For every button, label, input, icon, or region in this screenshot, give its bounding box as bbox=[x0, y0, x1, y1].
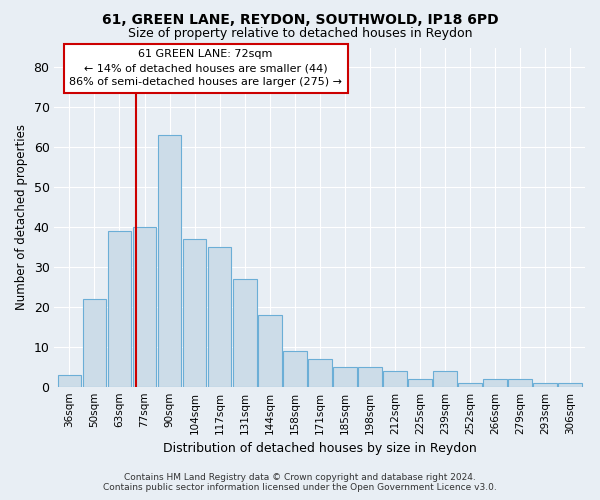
Text: 61 GREEN LANE: 72sqm
← 14% of detached houses are smaller (44)
86% of semi-detac: 61 GREEN LANE: 72sqm ← 14% of detached h… bbox=[69, 49, 342, 87]
Text: 61, GREEN LANE, REYDON, SOUTHWOLD, IP18 6PD: 61, GREEN LANE, REYDON, SOUTHWOLD, IP18 … bbox=[101, 12, 499, 26]
Bar bbox=[182, 239, 206, 386]
Bar bbox=[258, 315, 281, 386]
Y-axis label: Number of detached properties: Number of detached properties bbox=[15, 124, 28, 310]
Text: Contains HM Land Registry data © Crown copyright and database right 2024.
Contai: Contains HM Land Registry data © Crown c… bbox=[103, 473, 497, 492]
Bar bbox=[358, 366, 382, 386]
Bar bbox=[107, 231, 131, 386]
Bar bbox=[283, 351, 307, 386]
Text: Size of property relative to detached houses in Reydon: Size of property relative to detached ho… bbox=[128, 28, 472, 40]
Bar bbox=[458, 382, 482, 386]
Bar bbox=[333, 366, 356, 386]
Bar bbox=[233, 279, 257, 386]
Bar bbox=[208, 247, 232, 386]
Bar bbox=[483, 378, 507, 386]
X-axis label: Distribution of detached houses by size in Reydon: Distribution of detached houses by size … bbox=[163, 442, 476, 455]
Bar bbox=[83, 299, 106, 386]
Bar bbox=[58, 374, 82, 386]
Bar bbox=[508, 378, 532, 386]
Bar bbox=[558, 382, 582, 386]
Bar bbox=[308, 358, 332, 386]
Bar bbox=[383, 370, 407, 386]
Bar bbox=[158, 136, 181, 386]
Bar bbox=[433, 370, 457, 386]
Bar bbox=[408, 378, 432, 386]
Bar bbox=[133, 227, 157, 386]
Bar bbox=[533, 382, 557, 386]
